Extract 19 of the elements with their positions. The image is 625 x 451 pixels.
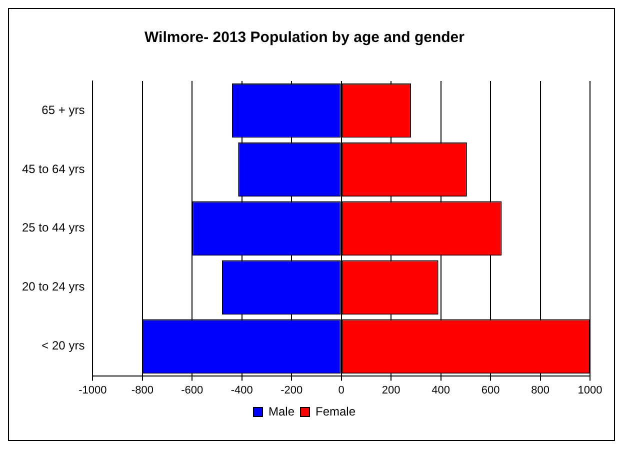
chart-title: Wilmore- 2013 Population by age and gender: [144, 29, 465, 46]
x-tick-label: 400: [432, 384, 450, 396]
legend-label: Female: [316, 404, 356, 418]
x-tick-label: -400: [230, 384, 253, 396]
x-tick-label: 1000: [578, 384, 602, 396]
x-tick-label: -1000: [78, 384, 107, 396]
x-tick-label: 800: [531, 384, 550, 396]
y-tick-label: 25 to 44 yrs: [22, 220, 85, 235]
y-tick-label: 45 to 64 yrs: [22, 162, 85, 176]
x-tick-label: 600: [481, 384, 500, 396]
y-tick-label: 20 to 24 yrs: [22, 280, 85, 294]
y-tick-label: < 20 yrs: [42, 338, 85, 353]
x-tick-label: 200: [382, 384, 400, 396]
legend-label: Male: [268, 404, 295, 418]
x-tick-label: -200: [280, 384, 303, 396]
x-tick-label: -600: [181, 384, 204, 396]
x-tick-label: -800: [131, 384, 154, 396]
x-tick-label: 0: [338, 384, 344, 396]
y-tick-label: 65 + yrs: [42, 102, 85, 117]
